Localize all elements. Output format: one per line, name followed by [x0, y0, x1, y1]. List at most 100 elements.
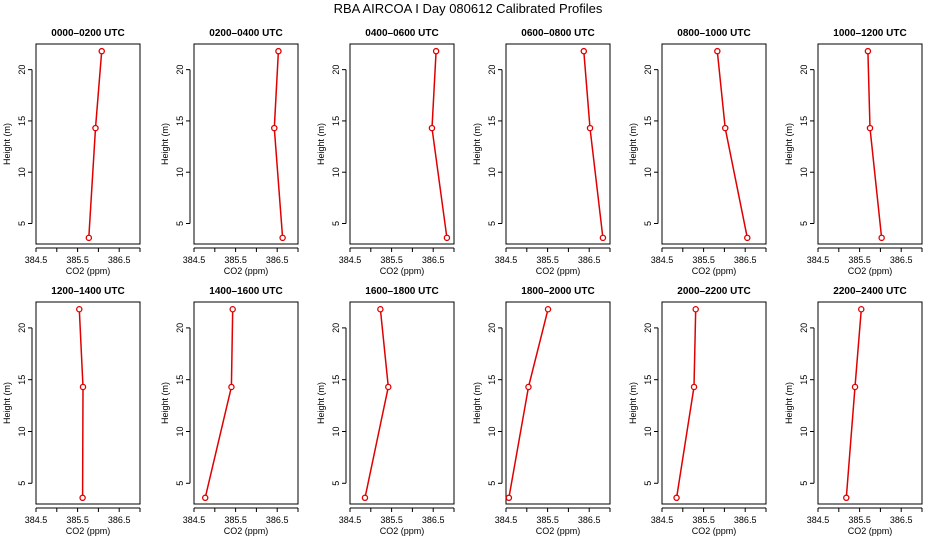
y-tick-label: 5 [799, 221, 809, 226]
y-tick-label: 5 [331, 221, 341, 226]
plot-frame [505, 43, 611, 245]
y-axis-label: Height (m) [472, 123, 482, 165]
x-tick-label: 385.5 [66, 255, 89, 265]
y-tick-label: 20 [487, 65, 497, 75]
x-axis-label: CO2 (ppm) [692, 266, 737, 276]
y-tick-label: 20 [17, 323, 27, 333]
x-tick-label: 385.5 [536, 255, 559, 265]
plot-frame [817, 301, 923, 505]
x-axis-label: CO2 (ppm) [848, 526, 893, 536]
panel-title: 0000–0200 UTC [51, 28, 124, 39]
y-tick-label: 10 [487, 426, 497, 436]
x-tick-label: 384.5 [651, 255, 674, 265]
profile-point [843, 494, 850, 502]
y-tick-label: 10 [331, 426, 341, 436]
y-tick-label: 20 [17, 65, 27, 75]
y-axis-label: Height (m) [472, 382, 482, 424]
profile-point [98, 47, 105, 55]
profile-line [845, 309, 863, 498]
x-tick-label: 386.5 [108, 255, 131, 265]
profile-point [544, 306, 552, 313]
x-tick-label: 386.5 [890, 515, 913, 525]
y-tick-label: 20 [799, 65, 809, 75]
y-tick-label: 5 [175, 481, 185, 486]
y-axis-label: Height (m) [316, 123, 326, 165]
x-tick-label: 384.5 [25, 515, 48, 525]
x-axis-label: CO2 (ppm) [692, 526, 737, 536]
x-tick-label: 385.5 [66, 515, 89, 525]
profile-point [690, 383, 698, 391]
x-tick-label: 384.5 [25, 255, 48, 265]
x-axis-label: CO2 (ppm) [66, 526, 111, 536]
profile-point [525, 383, 532, 391]
y-axis-label: Height (m) [628, 123, 638, 165]
x-axis-label: CO2 (ppm) [848, 266, 893, 276]
x-tick-label: 386.5 [266, 515, 289, 525]
profile-point [599, 234, 607, 242]
profile-point [79, 383, 87, 391]
plot-frame [661, 43, 767, 245]
x-tick-label: 384.5 [183, 515, 206, 525]
y-tick-label: 15 [487, 116, 497, 126]
panel-title: 2000–2200 UTC [677, 286, 750, 297]
profile-line [204, 309, 234, 498]
y-tick-label: 10 [643, 426, 653, 436]
profile-line [273, 51, 284, 238]
panel-title: 1800–2000 UTC [521, 286, 594, 297]
x-axis-label: CO2 (ppm) [224, 266, 269, 276]
y-axis-label: Height (m) [628, 382, 638, 424]
x-tick-label: 386.5 [734, 255, 757, 265]
profile-point [428, 124, 436, 132]
profile-point [878, 234, 885, 242]
profile-point [586, 124, 594, 132]
y-tick-label: 5 [175, 221, 185, 226]
profile-point [201, 494, 209, 502]
y-tick-label: 15 [331, 116, 341, 126]
profile-point [361, 494, 369, 502]
profile-point [744, 234, 751, 242]
plot-frame [35, 43, 141, 245]
profile-line [675, 309, 697, 498]
profile-point [866, 124, 874, 132]
profile-point [851, 383, 859, 391]
panel-title: 0200–0400 UTC [209, 28, 282, 39]
panel-title: 2200–2400 UTC [833, 286, 906, 297]
profile-point [864, 47, 872, 55]
plot-frame [193, 43, 299, 245]
profile-point [79, 494, 86, 502]
x-axis-label: CO2 (ppm) [536, 526, 581, 536]
profile-line [867, 51, 883, 238]
y-axis-label: Height (m) [784, 382, 794, 424]
y-tick-label: 15 [799, 375, 809, 385]
y-tick-label: 5 [17, 481, 27, 486]
y-tick-label: 10 [487, 167, 497, 177]
y-tick-label: 15 [643, 116, 653, 126]
y-tick-label: 10 [331, 167, 341, 177]
x-tick-label: 384.5 [495, 515, 518, 525]
x-tick-label: 384.5 [807, 515, 830, 525]
profile-point [580, 47, 588, 55]
x-tick-label: 386.5 [422, 515, 445, 525]
panel-title: 0800–1000 UTC [677, 28, 750, 39]
profile-line [508, 309, 549, 498]
y-tick-label: 10 [799, 426, 809, 436]
y-tick-label: 15 [17, 375, 27, 385]
profile-line [364, 309, 390, 498]
x-tick-label: 385.5 [692, 515, 715, 525]
x-tick-label: 384.5 [339, 255, 362, 265]
panel-title: 1000–1200 UTC [833, 28, 906, 39]
profile-point [673, 494, 680, 502]
profile-point [229, 306, 236, 313]
profile-point [279, 234, 286, 242]
plot-frame [817, 43, 923, 245]
x-axis-label: CO2 (ppm) [224, 526, 269, 536]
x-tick-label: 386.5 [422, 255, 445, 265]
y-axis-label: Height (m) [2, 382, 12, 424]
y-tick-label: 5 [487, 481, 497, 486]
plot-frame [661, 301, 767, 505]
y-tick-label: 20 [331, 65, 341, 75]
